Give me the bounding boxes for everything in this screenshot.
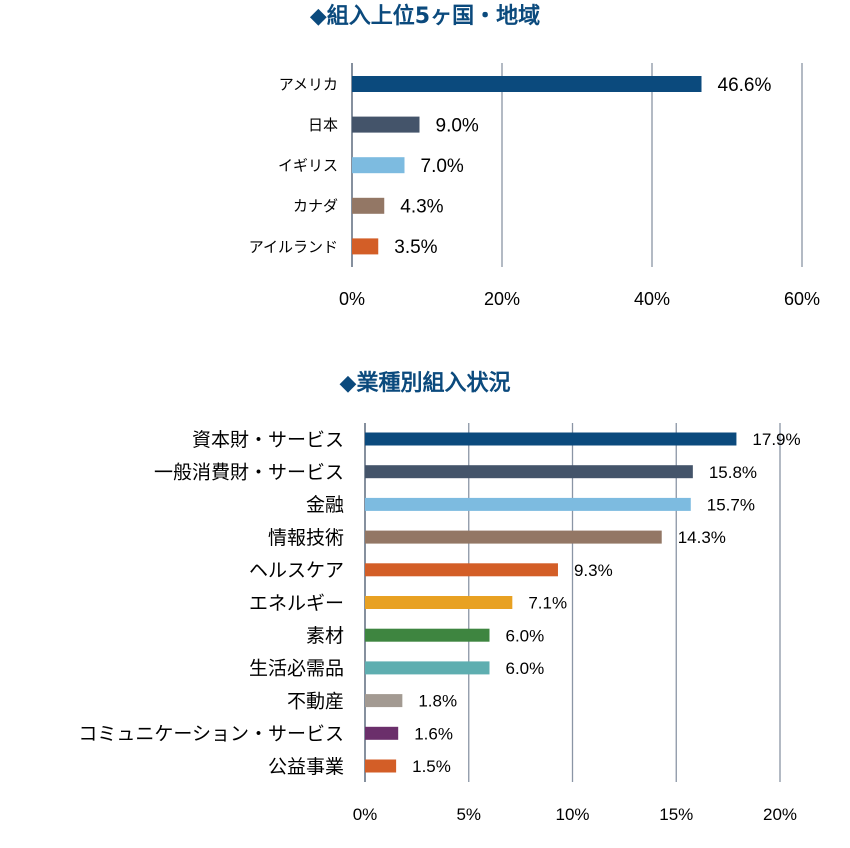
x-tick-label: 20% [484,289,520,309]
category-label: 一般消費財・サービス [154,462,344,484]
bar [352,116,420,133]
category-label: 情報技術 [268,527,344,549]
value-label: 7.0% [421,156,464,177]
value-label: 14.3% [678,528,726,547]
value-label: 1.6% [414,724,453,743]
x-tick-label: 60% [784,289,820,309]
value-label: 46.6% [718,75,772,96]
x-tick-label: 40% [634,289,670,309]
value-label: 9.3% [574,561,613,580]
bar [365,694,403,708]
x-tick-label: 0% [353,805,378,824]
bar [365,563,558,577]
value-label: 17.9% [752,430,800,449]
x-tick-label: 10% [555,805,589,824]
bar [365,628,490,642]
category-label: 不動産 [287,690,344,712]
category-label: 資本財・サービス [192,429,344,451]
chart1-title: ◆組入上位5ヶ国・地域 [309,4,541,29]
value-label: 15.7% [707,496,755,515]
value-label: 3.5% [394,237,437,258]
bar [365,596,513,609]
category-label: アメリカ [279,75,338,93]
x-tick-label: 5% [456,805,481,824]
category-label: 生活必需品 [249,658,344,680]
value-label: 6.0% [506,626,545,645]
category-label: コミュニケーション・サービス [78,723,344,745]
value-label: 9.0% [436,115,479,136]
bar [365,661,490,675]
bar [365,726,399,740]
bar [365,465,693,479]
x-tick-label: 20% [763,805,797,824]
category-label: イギリス [278,157,338,175]
sector-bar-chart: 0% 5% 10% 15% 20% 資本財・サービス 17.9% 一般消費財・サービス 15.8… [78,423,801,824]
x-tick-label: 0% [339,289,365,309]
category-label: 素材 [306,625,344,647]
bar [352,197,385,214]
category-label: 日本 [308,116,338,134]
bar [365,432,737,446]
value-label: 7.1% [528,594,567,613]
bar [365,497,691,511]
category-label: アイルランド [249,238,338,256]
category-label: 公益事業 [268,756,344,778]
bar [352,238,379,255]
value-label: 4.3% [400,197,443,218]
country-bar-chart: 0% 20% 40% 60% アメリカ 46.6% 日本 9.0% イギリス 7.0% カナダ 4.3… [249,63,820,309]
category-label: ヘルスケア [249,560,344,582]
value-label: 1.8% [418,692,457,711]
value-label: 15.8% [709,463,757,482]
category-label: カナダ [293,197,338,215]
bar [352,157,405,174]
chart2-title: ◆業種別組入状況 [339,371,511,396]
value-label: 1.5% [412,757,451,776]
bar [365,759,397,773]
bar [365,530,662,544]
category-label: エネルギー [249,592,344,614]
category-label: 金融 [306,494,344,516]
value-label: 6.0% [506,659,545,678]
x-tick-label: 15% [659,805,693,824]
bar [352,76,702,92]
